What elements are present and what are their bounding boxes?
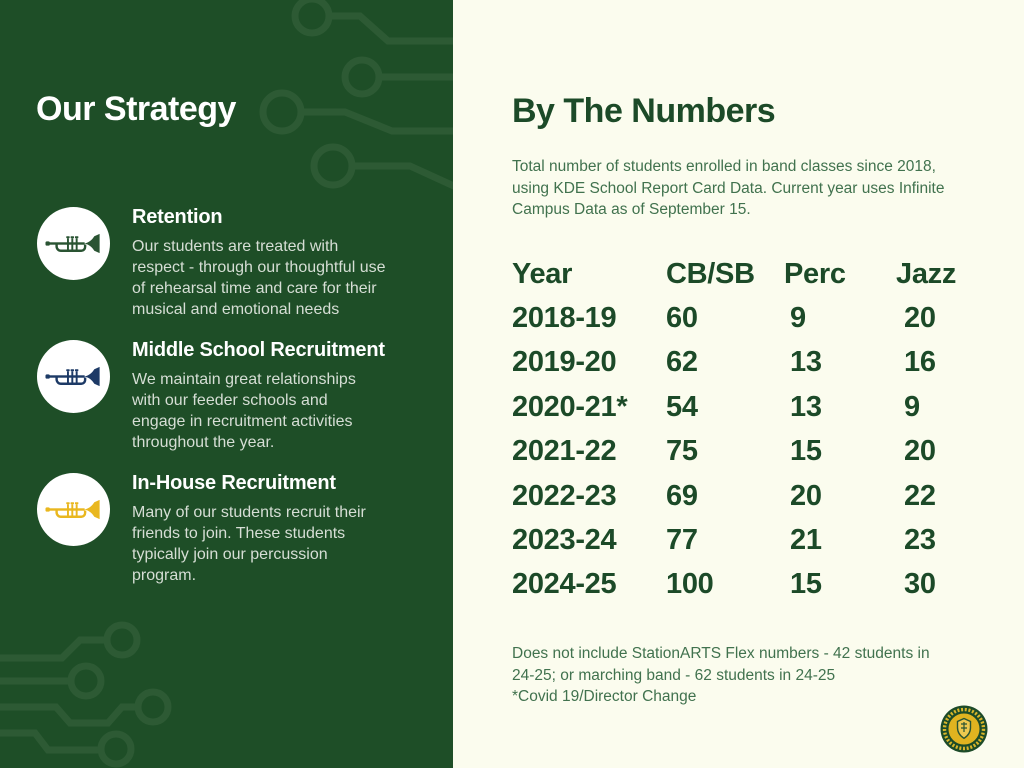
numbers-subtitle: Total number of students enrolled in ban…: [512, 158, 945, 218]
table-data-cell: 13: [790, 390, 822, 423]
table-data-cell: 2024-25: [512, 568, 617, 601]
instrument-icon-badge: [37, 340, 110, 413]
school-band-crest-logo: [940, 705, 988, 753]
strategy-list: Retention Our students are treated with …: [37, 204, 437, 603]
strategy-item-description: Our students are treated with respect - …: [132, 238, 386, 318]
table-header-cell: Year: [512, 257, 573, 290]
table-data-cell: 15: [790, 568, 822, 601]
numbers-panel: By The Numbers Total number of students …: [453, 0, 1024, 768]
table-data-cell: 75: [666, 435, 698, 468]
numbers-title: By The Numbers: [512, 92, 776, 130]
table-data-cell: 2021-22: [512, 435, 617, 468]
table-data-cell: 15: [790, 435, 822, 468]
trumpet-icon: [44, 233, 100, 254]
table-data-cell: 62: [666, 346, 698, 379]
strategy-item-heading: In-House Recruitment: [132, 472, 336, 494]
table-data-cell: 9: [904, 390, 920, 423]
trumpet-icon: [44, 366, 100, 387]
table-data-cell: 54: [666, 390, 698, 423]
table-header-cell: Perc: [784, 257, 846, 290]
table-data-cell: 30: [904, 568, 936, 601]
table-header-cell: CB/SB: [666, 257, 755, 290]
instrument-icon-badge: [37, 207, 110, 280]
strategy-item-description: We maintain great relationships with our…: [132, 371, 356, 451]
table-data-cell: 16: [904, 346, 936, 379]
table-data-cell: 20: [790, 479, 822, 512]
numbers-footnote: Does not include StationARTS Flex number…: [512, 645, 930, 705]
table-data-cell: 2019-20: [512, 346, 617, 379]
strategy-item-text: In-House Recruitment Many of our student…: [132, 470, 432, 586]
strategy-item: Middle School Recruitment We maintain gr…: [37, 337, 437, 453]
strategy-item-description: Many of our students recruit their frien…: [132, 504, 366, 584]
table-header-cell: Jazz: [896, 257, 957, 290]
strategy-item-heading: Retention: [132, 206, 223, 228]
instrument-icon-badge: [37, 473, 110, 546]
enrollment-table: Year CB/SB Perc Jazz 2018-19 60 9 20 2019-20 62 13…: [512, 252, 982, 607]
strategy-panel: Our Strategy Retention Our students are …: [0, 0, 453, 768]
strategy-item-text: Retention Our students are treated with …: [132, 204, 432, 320]
table-data-cell: 20: [904, 302, 936, 335]
trumpet-icon: [44, 499, 100, 520]
table-data-cell: 13: [790, 346, 822, 379]
strategy-item: In-House Recruitment Many of our student…: [37, 470, 437, 586]
strategy-item: Retention Our students are treated with …: [37, 204, 437, 320]
table-data-cell: 100: [666, 568, 714, 601]
table-data-cell: 21: [790, 524, 822, 557]
table-data-cell: 60: [666, 302, 698, 335]
table-data-cell: 2020-21*: [512, 390, 628, 423]
table-data-cell: 23: [904, 524, 936, 557]
table-data-cell: 2022-23: [512, 479, 617, 512]
table-data-cell: 22: [904, 479, 936, 512]
table-data-cell: 77: [666, 524, 698, 557]
table-data-cell: 9: [790, 302, 806, 335]
table-data-cell: 2023-24: [512, 524, 617, 557]
table-data-cell: 2018-19: [512, 302, 617, 335]
table-data-cell: 69: [666, 479, 698, 512]
strategy-panel-title: Our Strategy: [36, 90, 236, 128]
strategy-item-text: Middle School Recruitment We maintain gr…: [132, 337, 432, 453]
strategy-item-heading: Middle School Recruitment: [132, 339, 385, 361]
table-data-cell: 20: [904, 435, 936, 468]
